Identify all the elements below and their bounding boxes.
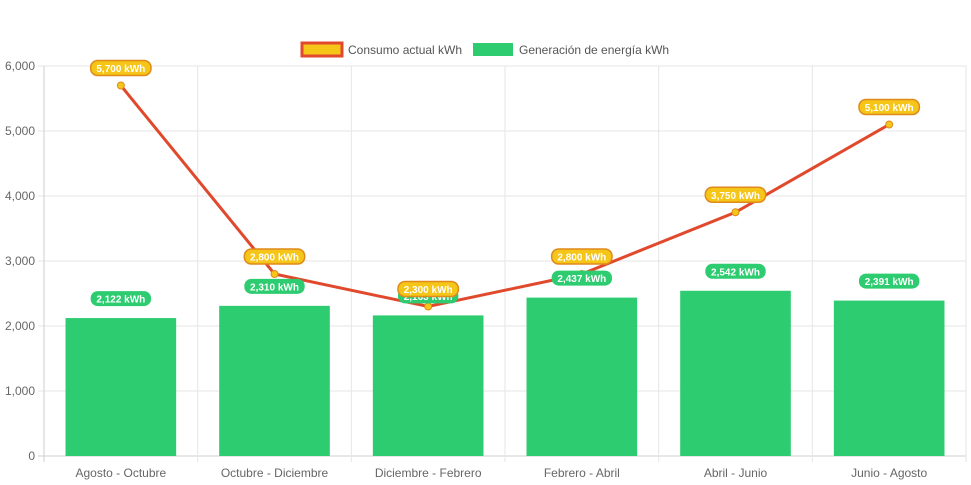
- chart-axes: 0 1,000 2,000 3,000 4,000 5,000 6,000 Agosto - …: [5, 59, 928, 480]
- x-tick-label: Diciembre - Febrero: [375, 466, 482, 480]
- chart-legend: Consumo actual kWh Generación de energía…: [300, 41, 669, 58]
- generation-data-label: 2,122 kWh: [90, 291, 152, 307]
- consumption-data-label: 2,800 kWh: [243, 248, 306, 265]
- generation-data-label-bg: [90, 291, 152, 307]
- consumption-point: [116, 81, 125, 90]
- consumption-data-label-bg: [704, 186, 767, 203]
- y-tick-label: 4,000: [5, 189, 35, 203]
- consumption-data-label-bg: [243, 248, 306, 265]
- consumption-data-label-bg: [858, 98, 921, 116]
- bar-series: [65, 290, 945, 456]
- generation-data-label-text: 2,437 kWh: [557, 274, 606, 285]
- x-tick-label: Junio - Agosto: [851, 466, 927, 480]
- consumption-data-label-text: 2,800 kWh: [250, 253, 299, 264]
- consumption-data-label-bg: [550, 248, 613, 265]
- generation-data-label-bg: [705, 263, 766, 279]
- consumption-data-label-bg: [397, 280, 460, 298]
- consumption-data-label: 2,300 kWh: [397, 280, 460, 298]
- y-tick-label: 0: [28, 449, 35, 463]
- consumption-data-label-text: 2,300 kWh: [404, 285, 453, 296]
- generation-data-label-bg: [244, 278, 305, 294]
- consumption-data-label-text: 5,700 kWh: [96, 64, 145, 75]
- x-tick-label: Octubre - Diciembre: [221, 466, 329, 480]
- data-labels: 2,122 kWh 2,310 kWh 2,163 kWh 2,437 kWh 2,54…: [89, 59, 921, 307]
- y-tick-label: 5,000: [5, 124, 35, 138]
- generation-bar: [680, 290, 791, 456]
- x-tick-label: Febrero - Abril: [544, 466, 620, 480]
- generation-data-label-bg: [551, 270, 613, 286]
- y-tick-label: 6,000: [5, 59, 35, 73]
- x-tick-label: Abril - Junio: [704, 466, 768, 480]
- chart-grid: [38, 65, 967, 462]
- consumption-data-label-text: 5,100 kWh: [865, 103, 914, 114]
- y-tick-label: 1,000: [5, 384, 35, 398]
- legend-swatch-consumo: [300, 41, 344, 58]
- legend-label-generacion: Generación de energía kWh: [519, 43, 669, 57]
- generation-data-label-bg: [858, 273, 920, 289]
- generation-bar: [219, 305, 330, 456]
- generation-data-label-text: 2,122 kWh: [96, 295, 145, 306]
- consumption-point: [731, 208, 740, 217]
- consumption-point: [424, 302, 433, 311]
- consumption-data-label: 3,750 kWh: [704, 186, 767, 203]
- generation-bar: [372, 315, 484, 456]
- generation-data-label: 2,542 kWh: [705, 263, 766, 279]
- generation-data-label: 2,310 kWh: [244, 278, 305, 294]
- legend-label-consumo: Consumo actual kWh: [348, 43, 462, 57]
- legend-swatch-generacion: [473, 43, 513, 56]
- consumption-point: [885, 120, 894, 129]
- generation-data-label-text: 2,163 kWh: [404, 292, 453, 303]
- generation-bar: [833, 300, 945, 456]
- consumption-data-label-text: 2,800 kWh: [557, 253, 606, 264]
- generation-data-label: 2,437 kWh: [551, 270, 613, 286]
- consumption-data-label-bg: [89, 59, 152, 77]
- y-tick-label: 3,000: [5, 254, 35, 268]
- generation-data-label-text: 2,542 kWh: [711, 267, 760, 278]
- consumption-point: [270, 270, 279, 278]
- generation-bar: [526, 297, 638, 456]
- generation-data-label-text: 2,310 kWh: [250, 282, 299, 293]
- x-tick-label: Agosto - Octubre: [75, 466, 166, 480]
- consumption-data-label: 5,700 kWh: [89, 59, 152, 77]
- consumption-data-label-text: 3,750 kWh: [711, 191, 760, 202]
- y-tick-label: 2,000: [5, 319, 35, 333]
- generation-data-label: 2,391 kWh: [858, 273, 920, 289]
- generation-bar: [65, 318, 177, 456]
- consumption-data-label: 5,100 kWh: [858, 98, 921, 116]
- consumption-data-label: 2,800 kWh: [550, 248, 613, 265]
- generation-data-label-text: 2,391 kWh: [865, 277, 914, 288]
